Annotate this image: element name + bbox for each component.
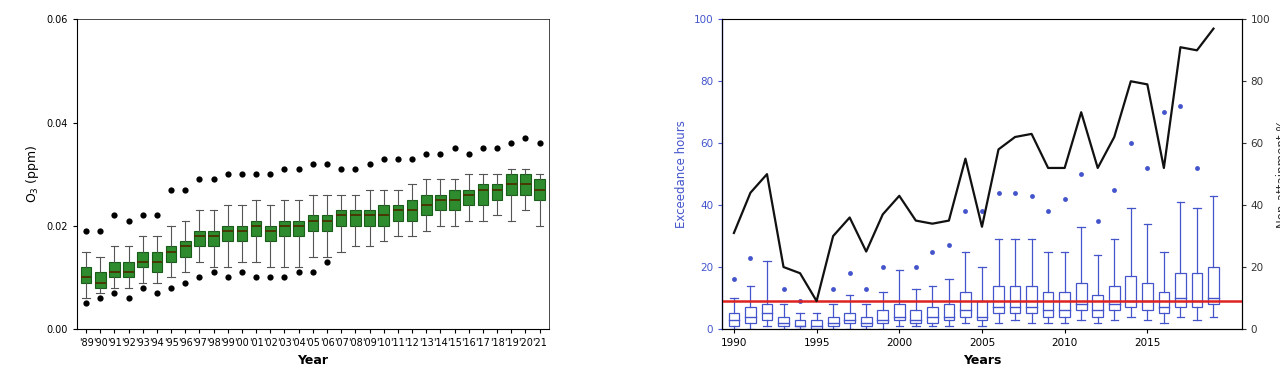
Bar bbox=[365, 210, 375, 226]
Bar bbox=[1075, 283, 1087, 310]
Bar bbox=[81, 267, 91, 283]
Bar bbox=[321, 216, 333, 231]
Bar bbox=[1092, 295, 1103, 317]
Bar bbox=[520, 174, 531, 195]
Bar bbox=[137, 252, 148, 267]
Bar bbox=[1192, 273, 1202, 307]
Bar bbox=[393, 205, 403, 221]
Bar bbox=[421, 195, 431, 216]
Bar bbox=[1175, 273, 1185, 307]
Bar bbox=[477, 185, 488, 205]
Bar bbox=[407, 200, 417, 221]
X-axis label: Years: Years bbox=[963, 354, 1001, 366]
Bar bbox=[151, 252, 163, 272]
Bar bbox=[449, 190, 460, 210]
Bar bbox=[379, 205, 389, 226]
Bar bbox=[1208, 267, 1219, 304]
Bar bbox=[877, 310, 888, 323]
Bar bbox=[927, 307, 938, 323]
Bar bbox=[265, 226, 275, 241]
Bar bbox=[1010, 286, 1020, 313]
Bar bbox=[209, 231, 219, 247]
Bar bbox=[1158, 292, 1169, 313]
Bar bbox=[251, 221, 261, 236]
Bar bbox=[293, 221, 303, 236]
Bar bbox=[828, 317, 838, 326]
Bar bbox=[95, 272, 105, 288]
Bar bbox=[910, 310, 922, 323]
Bar bbox=[335, 210, 347, 226]
Bar bbox=[745, 307, 755, 323]
Bar bbox=[534, 179, 545, 200]
Bar bbox=[728, 313, 740, 326]
Bar bbox=[307, 216, 319, 231]
Bar bbox=[492, 185, 503, 200]
Bar bbox=[435, 195, 445, 210]
Bar bbox=[223, 226, 233, 241]
Bar bbox=[506, 174, 517, 195]
Bar bbox=[795, 320, 805, 326]
Bar bbox=[1125, 276, 1137, 307]
Bar bbox=[109, 262, 120, 277]
Bar bbox=[165, 247, 177, 262]
Bar bbox=[943, 304, 955, 320]
Bar bbox=[762, 304, 772, 320]
Bar bbox=[123, 262, 134, 277]
Bar bbox=[463, 190, 474, 205]
Bar bbox=[1060, 292, 1070, 317]
Y-axis label: Exceedance hours: Exceedance hours bbox=[675, 120, 689, 228]
Bar bbox=[812, 320, 822, 329]
Bar bbox=[861, 317, 872, 326]
Bar bbox=[993, 286, 1004, 313]
Bar bbox=[1108, 286, 1120, 310]
Bar bbox=[1043, 292, 1053, 317]
Y-axis label: Non-attainment %: Non-attainment % bbox=[1276, 120, 1280, 228]
Bar bbox=[778, 317, 788, 326]
Bar bbox=[960, 292, 970, 317]
Bar bbox=[180, 241, 191, 257]
Y-axis label: O$_3$ (ppm): O$_3$ (ppm) bbox=[24, 145, 41, 204]
X-axis label: Year: Year bbox=[297, 354, 329, 366]
Bar bbox=[237, 226, 247, 241]
Bar bbox=[195, 231, 205, 247]
Bar bbox=[893, 304, 905, 320]
Bar bbox=[279, 221, 289, 236]
Bar bbox=[1027, 286, 1037, 313]
Bar bbox=[1142, 283, 1153, 310]
Bar bbox=[349, 210, 361, 226]
Bar bbox=[845, 313, 855, 323]
Bar bbox=[977, 301, 987, 320]
